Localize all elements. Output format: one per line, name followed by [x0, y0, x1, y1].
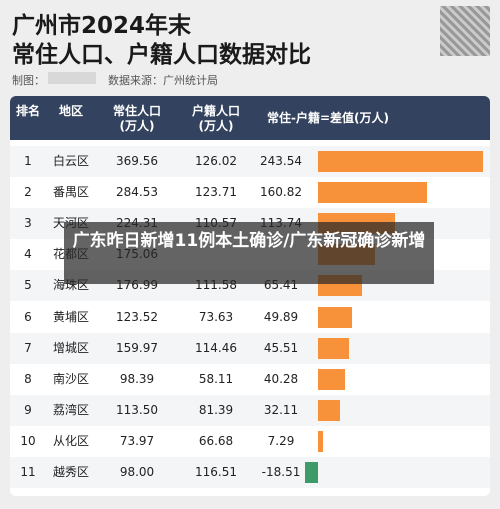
- subtitle: 常住人口、户籍人口数据对比: [12, 42, 311, 68]
- table-cell: 5: [24, 278, 32, 293]
- table-cell: 番禺区: [52, 185, 89, 200]
- table-cell: 113.50: [116, 402, 158, 417]
- credit: 制图：: [12, 74, 45, 87]
- table-cell: 126.02: [195, 154, 237, 168]
- table-cell: 6: [24, 309, 32, 324]
- table-cell: 114.46: [195, 340, 237, 355]
- table-cell: 增城区: [52, 340, 89, 355]
- table-cell: 159.97: [116, 340, 158, 355]
- table-cell: 2: [24, 185, 32, 200]
- column-header: 地区: [58, 104, 83, 118]
- table-cell: 越秀区: [52, 465, 89, 479]
- table-cell: 1: [24, 154, 32, 168]
- table-cell: 45.51: [263, 340, 299, 355]
- table-cell: 7: [24, 340, 32, 355]
- bar: [318, 430, 323, 452]
- table-cell: 8: [24, 371, 32, 386]
- table-cell: 荔湾区: [52, 402, 89, 417]
- table-cell: 284.53: [116, 185, 158, 200]
- bar: [318, 399, 340, 421]
- news-overlay: 广东昨日新增11例本土确诊/广东新冠确诊新增: [64, 222, 434, 284]
- row-background: [10, 394, 490, 426]
- table-cell: 40.28: [263, 371, 299, 386]
- table-cell: 243.54: [260, 154, 302, 168]
- column-header: 常住-户籍=差值(万人): [266, 111, 389, 125]
- source: 数据来源：广州统计局: [108, 74, 218, 87]
- table-cell: -18.51: [261, 465, 301, 479]
- blurred-name: [48, 72, 96, 84]
- row-background: [10, 332, 490, 364]
- bar: [318, 306, 352, 328]
- bar: [318, 368, 346, 390]
- column-header: 排名: [15, 104, 40, 118]
- qr-code: [440, 6, 490, 56]
- bar: [305, 462, 318, 483]
- bar: [318, 151, 483, 172]
- table-cell: 123.71: [195, 185, 237, 200]
- table-cell: 160.82: [260, 185, 302, 200]
- table-cell: 73.63: [198, 309, 234, 324]
- table-cell: 11: [20, 465, 36, 479]
- table-cell: 98.00: [119, 465, 155, 479]
- table-cell: 4: [24, 247, 32, 262]
- title: 广州市2024年末: [12, 13, 192, 39]
- row-background: [10, 457, 490, 488]
- table-cell: 123.52: [116, 309, 158, 324]
- table-cell: 58.11: [198, 371, 234, 386]
- table-cell: 98.39: [119, 371, 155, 386]
- table-header: [10, 96, 490, 140]
- bar: [318, 337, 349, 359]
- table-cell: 10: [20, 433, 36, 448]
- table-cell: 81.39: [198, 402, 234, 417]
- table-cell: 白云区: [52, 154, 89, 168]
- table-cell: 73.97: [119, 433, 155, 448]
- table-cell: 3: [24, 216, 32, 231]
- table-cell: 7.29: [267, 433, 295, 448]
- table-cell: 369.56: [116, 154, 158, 168]
- table-cell: 66.68: [198, 433, 234, 448]
- table-cell: 从化区: [52, 433, 89, 448]
- table-cell: 116.51: [195, 465, 237, 479]
- table-cell: 黄埔区: [52, 309, 89, 324]
- table-cell: 9: [24, 402, 32, 417]
- column-header: 户籍人口 (万人): [191, 104, 240, 133]
- column-header: 常住人口 (万人): [112, 104, 161, 133]
- table-cell: 南沙区: [52, 371, 89, 386]
- bar: [318, 182, 427, 204]
- table-cell: 32.11: [263, 402, 299, 417]
- table-cell: 49.89: [263, 309, 299, 324]
